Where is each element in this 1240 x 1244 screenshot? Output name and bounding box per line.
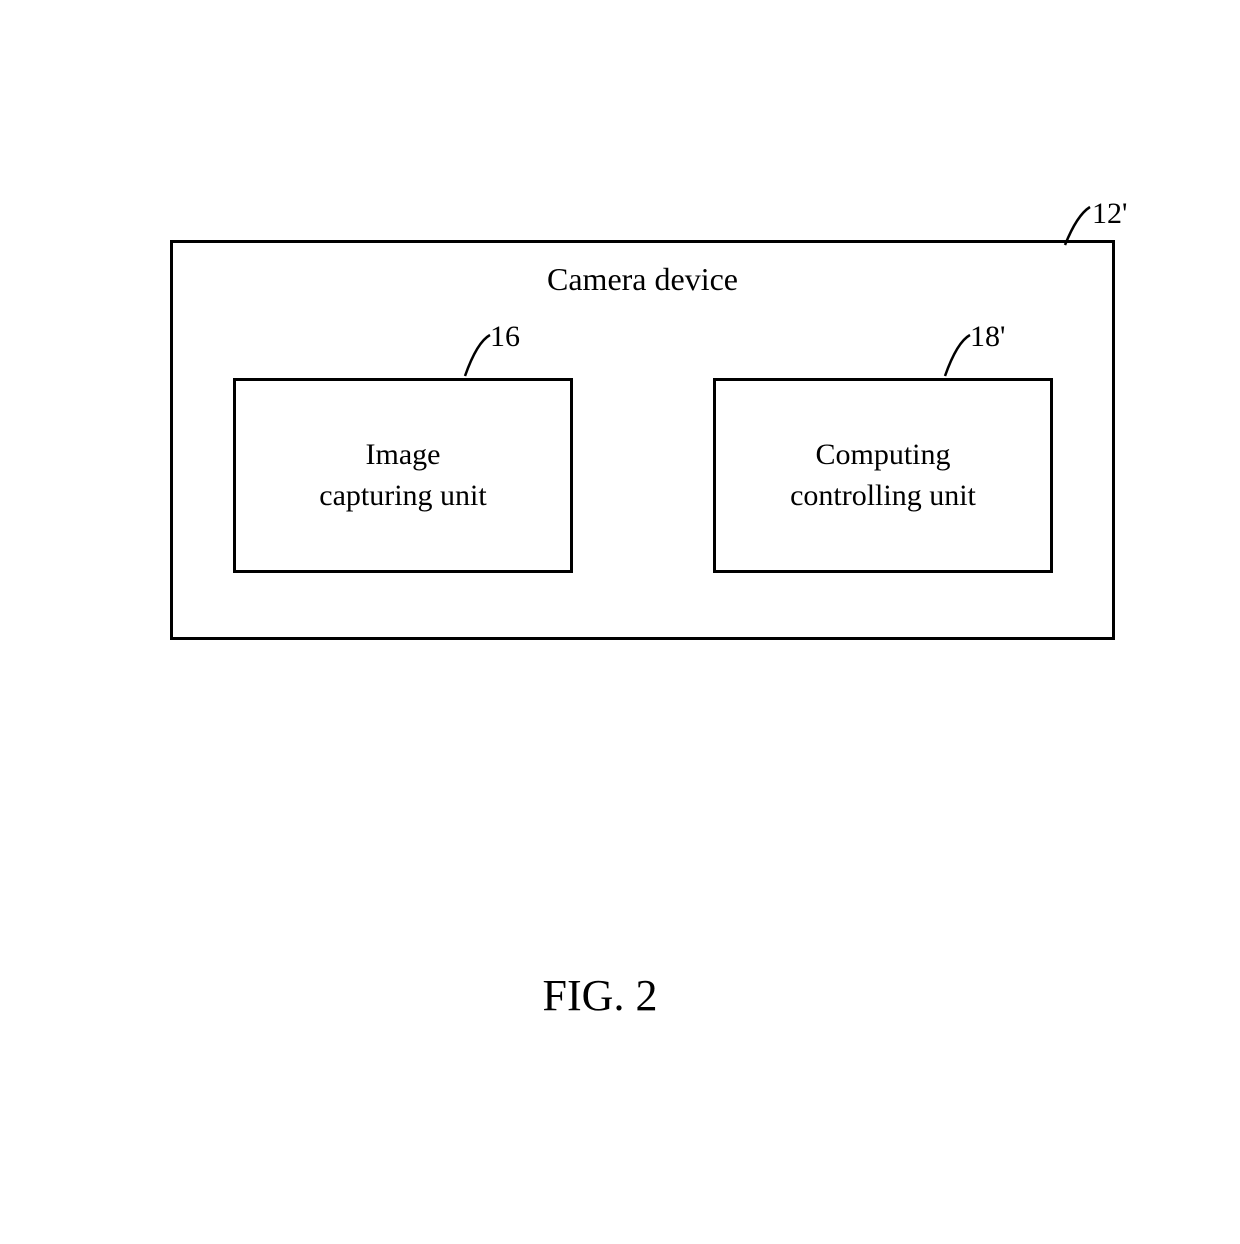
label-line2: controlling unit (790, 479, 976, 512)
ref-number-16: 16 (490, 320, 520, 354)
camera-device-title: Camera device (173, 261, 1112, 298)
label-line1: Computing (815, 438, 950, 471)
image-capturing-unit-label: Image capturing unit (319, 435, 486, 516)
computing-controlling-unit-box: Computing controlling unit (713, 378, 1053, 573)
camera-device-diagram: Camera device Image capturing unit Compu… (100, 200, 1100, 1000)
figure-label: FIG. 2 (100, 970, 1100, 1021)
camera-device-box: Camera device Image capturing unit Compu… (170, 240, 1115, 640)
computing-controlling-unit-label: Computing controlling unit (790, 435, 976, 516)
image-capturing-unit-box: Image capturing unit (233, 378, 573, 573)
label-line1: Image (366, 438, 441, 471)
ref-number-18: 18' (970, 320, 1005, 354)
ref-number-12: 12' (1092, 197, 1127, 231)
label-line2: capturing unit (319, 479, 486, 512)
